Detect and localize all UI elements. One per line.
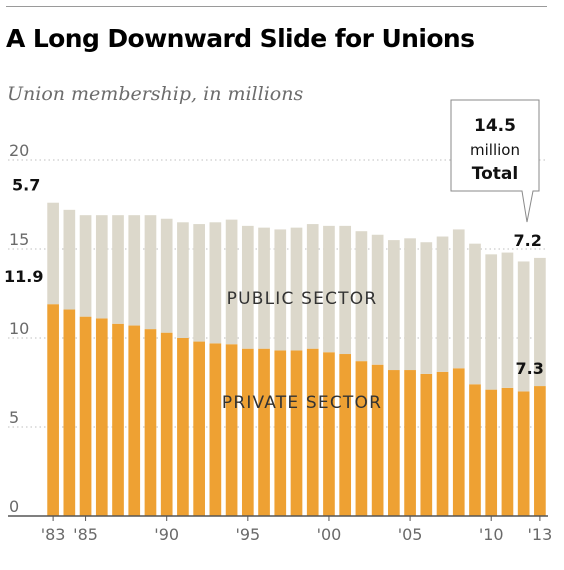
private-sector-bar — [306, 348, 319, 516]
last-private-value-label: 7.3 — [516, 359, 544, 378]
public-sector-bar — [339, 225, 352, 355]
private-sector-bar — [112, 323, 124, 516]
public-sector-bar — [112, 215, 124, 324]
public-sector-bar — [79, 215, 92, 317]
public-sector-bar — [404, 238, 416, 371]
public-sector-bar — [469, 243, 481, 385]
private-sector-bar — [485, 389, 498, 516]
private-sector-bar — [290, 350, 303, 516]
public-sector-bar — [371, 234, 384, 365]
public-sector-bar — [144, 215, 157, 330]
private-sector-bar — [144, 329, 157, 516]
private-sector-bar — [209, 343, 222, 516]
private-sector-bar — [274, 350, 287, 516]
public-sector-label: PUBLIC SECTOR — [227, 289, 378, 309]
public-sector-bar — [306, 224, 319, 349]
labels: 5.7 11.9 7.2 7.3 PUBLIC SECTOR PRIVATE SECTOR… — [4, 99, 544, 413]
public-sector-bar — [452, 229, 465, 369]
callout-unit: million — [470, 141, 520, 159]
private-sector-bar — [534, 386, 546, 516]
private-sector-bar — [241, 348, 254, 516]
private-sector-bar — [47, 304, 59, 516]
public-sector-bar — [95, 215, 108, 319]
x-tick-label: '83 — [41, 525, 66, 544]
first-public-value-label: 5.7 — [12, 176, 40, 195]
public-sector-bar — [534, 257, 546, 387]
public-sector-bar — [225, 219, 238, 345]
public-sector-bar — [274, 229, 287, 351]
public-sector-bar — [355, 231, 368, 362]
y-tick-label: 5 — [9, 408, 19, 427]
y-tick-label: 20 — [9, 141, 29, 160]
public-sector-bar — [388, 240, 400, 371]
private-sector-bar — [452, 368, 465, 516]
private-sector-bar — [193, 341, 205, 516]
public-sector-bar — [258, 227, 270, 349]
private-sector-bar — [323, 352, 335, 516]
public-sector-bar — [160, 218, 173, 333]
private-sector-bar — [258, 348, 270, 516]
private-sector-bar — [63, 309, 76, 516]
private-sector-bar — [404, 370, 416, 516]
total-callout-box — [450, 99, 540, 223]
public-sector-bar — [290, 227, 303, 351]
public-sector-bar — [47, 202, 59, 305]
public-sector-bar — [193, 224, 205, 342]
callout-value: 14.5 — [474, 116, 516, 136]
private-sector-bar — [436, 371, 449, 516]
public-sector-bar — [501, 252, 514, 388]
public-sector-bar — [323, 225, 335, 353]
x-tick-label: '90 — [154, 525, 179, 544]
private-sector-bar — [225, 344, 238, 516]
private-sector-bar — [128, 325, 141, 516]
public-sector-bar — [177, 222, 189, 338]
public-sector-bar — [241, 225, 254, 349]
private-sector-bar — [420, 373, 433, 516]
x-tick-label: '00 — [317, 525, 342, 544]
y-tick-label: 10 — [9, 319, 29, 338]
x-tick-label: '95 — [235, 525, 260, 544]
callout-label: Total — [472, 164, 518, 184]
public-sector-bar — [517, 261, 530, 392]
top-rule — [6, 6, 547, 7]
private-sector-bar — [95, 318, 108, 516]
bars — [47, 202, 546, 516]
x-tick-label: '13 — [528, 525, 553, 544]
private-sector-label: PRIVATE SECTOR — [222, 393, 382, 413]
public-sector-bar — [128, 215, 141, 326]
public-sector-bar — [485, 254, 498, 390]
public-sector-bar — [63, 209, 76, 310]
private-sector-bar — [79, 316, 92, 516]
private-sector-bar — [355, 361, 368, 516]
x-tick-label: '85 — [73, 525, 98, 544]
x-tick-label: '05 — [398, 525, 423, 544]
public-sector-bar — [209, 222, 222, 344]
first-private-value-label: 11.9 — [4, 267, 43, 286]
private-sector-bar — [388, 370, 400, 516]
y-tick-label: 15 — [9, 230, 29, 249]
chart-title: A Long Downward Slide for Unions — [6, 24, 475, 53]
private-sector-bar — [469, 384, 481, 516]
private-sector-bar — [160, 332, 173, 516]
x-tick-label: '10 — [479, 525, 504, 544]
private-sector-bar — [371, 364, 384, 516]
private-sector-bar — [177, 338, 189, 516]
chart-subtitle: Union membership, in millions — [7, 83, 304, 105]
private-sector-bar — [339, 354, 352, 516]
private-sector-bar — [517, 391, 530, 516]
axes: 0 5 10 15 20 '83 '85 '90 '95 '00 '05 '10 '13 — [8, 141, 552, 544]
public-sector-bar — [436, 236, 449, 372]
y-tick-label: 0 — [9, 497, 19, 516]
last-public-value-label: 7.2 — [514, 231, 542, 250]
private-sector-bar — [501, 387, 514, 516]
public-sector-bar — [420, 242, 433, 374]
